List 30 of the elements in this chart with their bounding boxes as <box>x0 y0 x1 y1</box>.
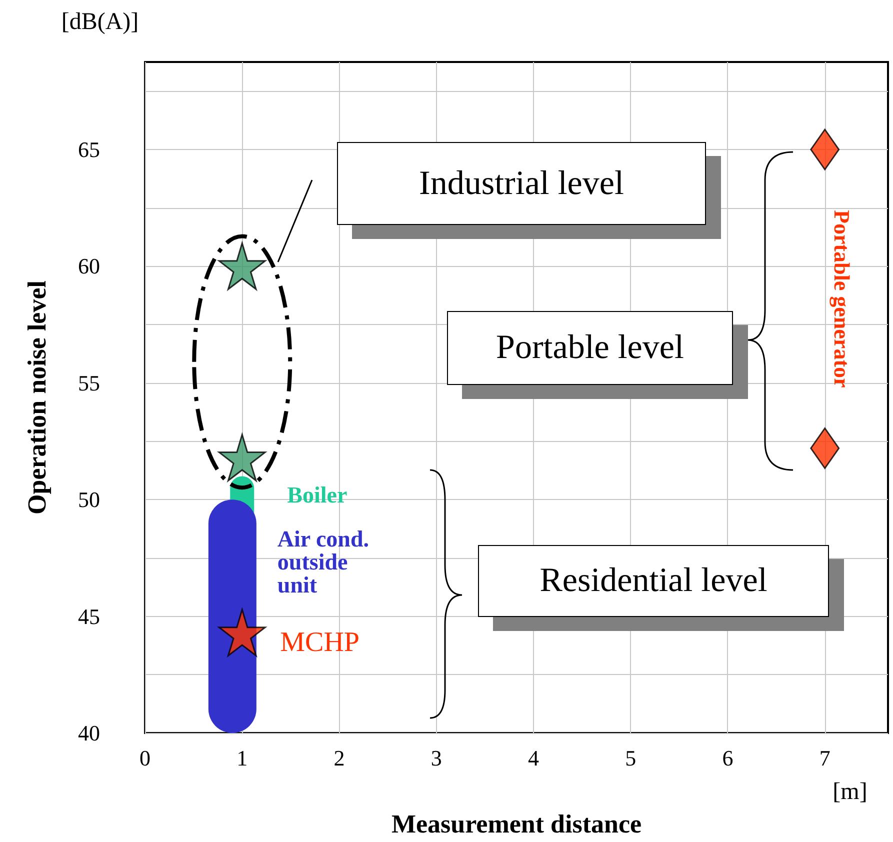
x-axis-title: Measurement distance <box>391 810 642 838</box>
point <box>218 242 266 290</box>
x-tick-label: 6 <box>722 746 734 770</box>
text: [m] <box>832 779 868 805</box>
x-tick-label: 7 <box>819 746 830 770</box>
x-tick-label: 3 <box>430 746 442 770</box>
x-tick-label: 1 <box>236 746 248 770</box>
y-axis-title: Operation noise level <box>22 280 52 514</box>
x-tick-label: 5 <box>625 746 636 770</box>
x-tick-label: 4 <box>528 746 539 770</box>
y-tick-label: 40 <box>78 720 100 746</box>
y-tick-label: 50 <box>78 487 100 512</box>
y-tick-label: 65 <box>78 137 100 162</box>
text: Portable generator <box>829 210 854 388</box>
series-label: Boiler <box>287 482 348 508</box>
x-tick-label: 0 <box>140 746 150 770</box>
point <box>218 608 266 656</box>
text: [dB(A)] <box>61 9 139 35</box>
point <box>810 428 840 470</box>
y-tick-label: 55 <box>78 370 100 396</box>
point <box>810 128 840 170</box>
annotation: Residential level <box>540 562 768 600</box>
series-label: MCHP <box>280 627 360 658</box>
x-tick-label: 2 <box>334 746 345 770</box>
annotation: Portable level <box>496 329 684 367</box>
y-tick-label: 45 <box>78 604 100 629</box>
y-tick-label: 60 <box>78 254 100 279</box>
series-label: Air cond. outside unit <box>277 526 375 598</box>
annotation: Industrial level <box>419 164 624 202</box>
point <box>218 434 266 482</box>
